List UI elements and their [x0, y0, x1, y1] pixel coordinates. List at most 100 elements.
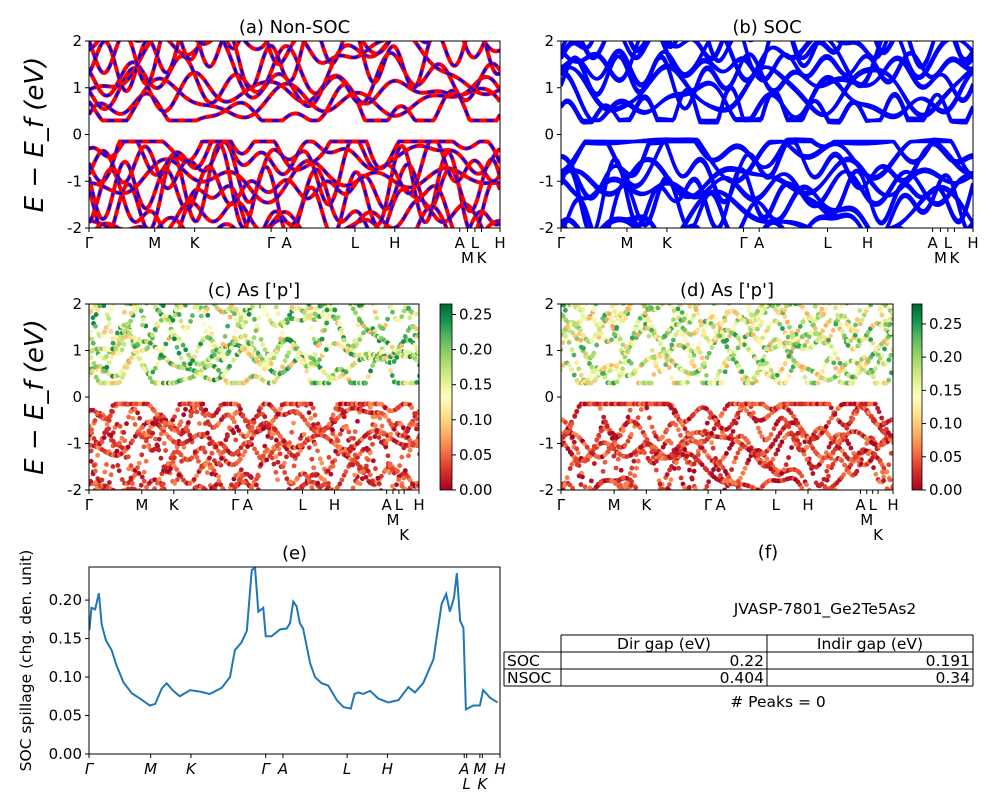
projection-point	[791, 492, 796, 497]
projection-point	[600, 507, 605, 512]
projection-point	[727, 445, 732, 451]
x-tick-label: H	[967, 234, 978, 252]
projection-point	[397, 463, 403, 468]
projection-point	[216, 502, 221, 507]
projection-point	[171, 455, 177, 460]
projection-point	[148, 285, 153, 290]
projection-point	[844, 501, 849, 506]
projection-point	[251, 420, 257, 425]
projection-point	[219, 456, 224, 461]
projection-point	[803, 490, 808, 495]
projection-point	[137, 304, 143, 310]
band-line-soc	[561, 137, 973, 190]
projection-point	[325, 315, 331, 320]
projection-point	[783, 462, 789, 468]
projection-point	[881, 478, 887, 483]
projection-point	[137, 415, 143, 421]
projection-point	[770, 456, 776, 462]
projection-point	[623, 422, 629, 427]
projection-point	[585, 494, 590, 499]
projection-point	[153, 436, 158, 442]
plot-area	[89, 41, 500, 228]
projection-point	[371, 291, 376, 296]
panel-title: (c) As ['p']	[208, 280, 300, 301]
projection-point	[749, 497, 754, 502]
projection-point	[739, 369, 745, 375]
projection-point	[660, 444, 666, 450]
projection-point	[757, 429, 763, 435]
projection-point	[686, 485, 692, 490]
projection-point	[786, 424, 792, 430]
projection-point	[386, 275, 391, 280]
projection-point	[273, 454, 279, 460]
projection-point	[591, 443, 597, 449]
projection-point	[139, 359, 145, 365]
projection-point	[252, 496, 257, 501]
projection-point	[570, 485, 576, 490]
projection-point	[587, 505, 592, 510]
projection-point	[168, 281, 173, 286]
x-tick-label: H	[862, 234, 873, 252]
projection-point	[642, 433, 648, 438]
projection-point	[576, 499, 581, 504]
projection-point	[574, 360, 579, 366]
projection-point	[394, 282, 399, 287]
projection-point	[635, 506, 640, 511]
projection-point	[708, 411, 714, 416]
projection-point	[194, 299, 199, 304]
projection-point	[563, 419, 568, 425]
projection-point	[417, 373, 419, 379]
projection-point	[651, 430, 657, 436]
projection-point	[178, 452, 184, 458]
projection-point	[288, 479, 294, 485]
projection-point	[330, 518, 335, 523]
projection-point	[275, 430, 281, 436]
projection-point	[660, 496, 665, 501]
projection-point	[192, 354, 197, 360]
projection-point	[109, 288, 114, 293]
projection-point	[638, 407, 644, 412]
projection-point	[370, 458, 376, 464]
projection-point	[658, 499, 663, 504]
projection-point	[414, 358, 419, 364]
projection-point	[735, 411, 741, 416]
projection-point	[710, 445, 716, 451]
projection-point	[717, 368, 723, 374]
projection-point	[166, 514, 171, 519]
projection-point	[802, 374, 808, 380]
projection-point	[567, 466, 573, 471]
projection-point	[313, 519, 318, 524]
projection-point	[123, 494, 128, 499]
projection-point	[102, 290, 107, 295]
projection-point	[97, 526, 102, 531]
projection-point	[872, 418, 878, 424]
projection-point	[654, 458, 659, 464]
band-line-soc-dashed	[89, 157, 500, 221]
projection-point	[159, 511, 164, 516]
projection-point	[377, 273, 382, 278]
projection-point	[103, 325, 109, 330]
projection-point	[332, 307, 338, 313]
projection-point	[799, 491, 804, 496]
projection-point	[155, 361, 160, 367]
projection-point	[331, 295, 336, 300]
projection-point	[128, 409, 134, 414]
projection-point	[775, 434, 781, 439]
projection-point	[218, 272, 223, 277]
projection-point	[402, 468, 408, 474]
projection-point	[822, 496, 827, 501]
projection-point	[149, 332, 155, 338]
band-line-soc	[561, 137, 973, 178]
projection-point	[403, 497, 408, 502]
projection-point	[784, 420, 790, 425]
projection-point	[357, 494, 362, 499]
projection-point	[730, 356, 736, 362]
projection-point	[277, 433, 283, 439]
projection-point	[324, 425, 330, 431]
projection-point	[695, 448, 701, 454]
projection-point	[787, 494, 792, 499]
projection-point	[210, 528, 215, 533]
projection-point	[633, 485, 639, 490]
projection-point	[751, 496, 756, 501]
projection-point	[768, 466, 774, 472]
